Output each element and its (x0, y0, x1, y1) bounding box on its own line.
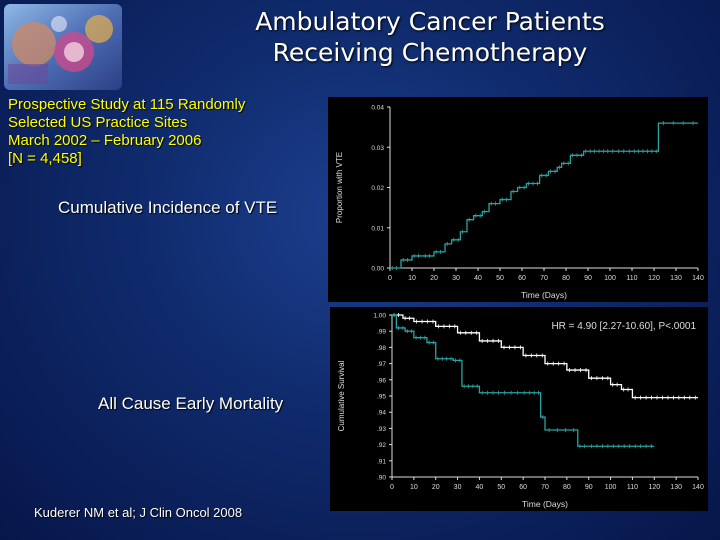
x-tick-label: 70 (541, 484, 549, 491)
x-tick-label: 0 (390, 484, 394, 491)
x-axis-label: Time (Days) (522, 499, 568, 509)
y-tick-label: 0.01 (371, 225, 384, 232)
y-tick-label: 0.02 (371, 185, 384, 192)
x-tick-label: 10 (408, 275, 416, 282)
x-tick-label: 20 (430, 275, 438, 282)
logo-collage-icon (4, 4, 122, 90)
x-tick-label: 100 (604, 275, 616, 282)
y-tick-label: 1.00 (373, 313, 386, 320)
y-tick-label: .91 (377, 458, 386, 465)
study-line: Prospective Study at 115 Randomly (8, 96, 246, 113)
y-tick-label: .99 (377, 329, 386, 336)
study-description: Prospective Study at 115 Randomly Select… (8, 96, 328, 168)
y-tick-label: 0.04 (371, 105, 384, 112)
series-line (392, 314, 655, 447)
x-tick-label: 0 (388, 275, 392, 282)
vte-label: Cumulative Incidence of VTE (58, 198, 278, 217)
y-tick-label: .96 (377, 377, 386, 384)
x-tick-label: 60 (519, 484, 527, 491)
hazard-ratio-annotation: HR = 4.90 [2.27-10.60], P<.0001 (551, 321, 696, 332)
y-tick-label: .92 (377, 442, 386, 449)
x-tick-label: 110 (626, 275, 637, 282)
y-tick-label: .97 (377, 361, 386, 368)
x-tick-label: 100 (605, 484, 617, 491)
y-tick-label: .90 (377, 475, 386, 482)
y-tick-label: .94 (377, 410, 386, 417)
series-line (390, 122, 698, 269)
y-tick-label: 0.03 (371, 145, 384, 152)
y-tick-label: 0.00 (371, 266, 384, 273)
study-line: [N = 4,458] (8, 150, 82, 167)
mortality-label: All Cause Early Mortality (98, 394, 284, 413)
header-logo (4, 4, 122, 90)
vte-incidence-chart: 0 10 20 30 40 50 60 70 80 90 100 110 120 130 140 0.00 0.… (328, 97, 708, 302)
x-axis-label: Time (Days) (521, 290, 567, 300)
x-tick-label: 50 (496, 275, 504, 282)
x-tick-label: 10 (410, 484, 418, 491)
plot-background (330, 307, 708, 511)
x-tick-label: 120 (648, 484, 660, 491)
citation: Kuderer NM et al; J Clin Oncol 2008 (34, 505, 243, 520)
title-line-1: Ambulatory Cancer Patients (255, 7, 605, 36)
x-tick-label: 50 (497, 484, 505, 491)
study-line: March 2002 – February 2006 (8, 132, 202, 149)
x-tick-label: 80 (563, 484, 571, 491)
y-tick-label: .98 (377, 345, 386, 352)
x-tick-label: 20 (432, 484, 440, 491)
x-tick-label: 30 (452, 275, 460, 282)
y-axis-label: Cumulative Survival (337, 360, 346, 431)
x-tick-label: 40 (476, 484, 484, 491)
x-tick-label: 120 (648, 275, 660, 282)
x-tick-label: 140 (692, 275, 704, 282)
y-tick-label: .95 (377, 394, 386, 401)
x-tick-label: 90 (584, 275, 592, 282)
x-tick-label: 130 (670, 484, 682, 491)
y-tick-label: .93 (377, 426, 386, 433)
x-tick-label: 130 (670, 275, 682, 282)
x-tick-label: 80 (562, 275, 570, 282)
mortality-survival-chart: 0 10 20 30 40 50 60 70 80 90 100 110 120 130 140 .90 .91… (330, 307, 708, 511)
y-axis-label: Proportion with VTE (335, 152, 344, 223)
study-line: Selected US Practice Sites (8, 114, 188, 131)
x-tick-label: 140 (692, 484, 704, 491)
plot-background (328, 97, 708, 302)
x-tick-label: 90 (585, 484, 593, 491)
x-tick-label: 30 (454, 484, 462, 491)
slide-title: Ambulatory Cancer Patients Receiving Che… (150, 6, 710, 68)
title-line-2: Receiving Chemotherapy (272, 38, 588, 67)
x-tick-label: 70 (540, 275, 548, 282)
x-tick-label: 40 (474, 275, 482, 282)
x-tick-label: 110 (627, 484, 638, 491)
x-tick-label: 60 (518, 275, 526, 282)
